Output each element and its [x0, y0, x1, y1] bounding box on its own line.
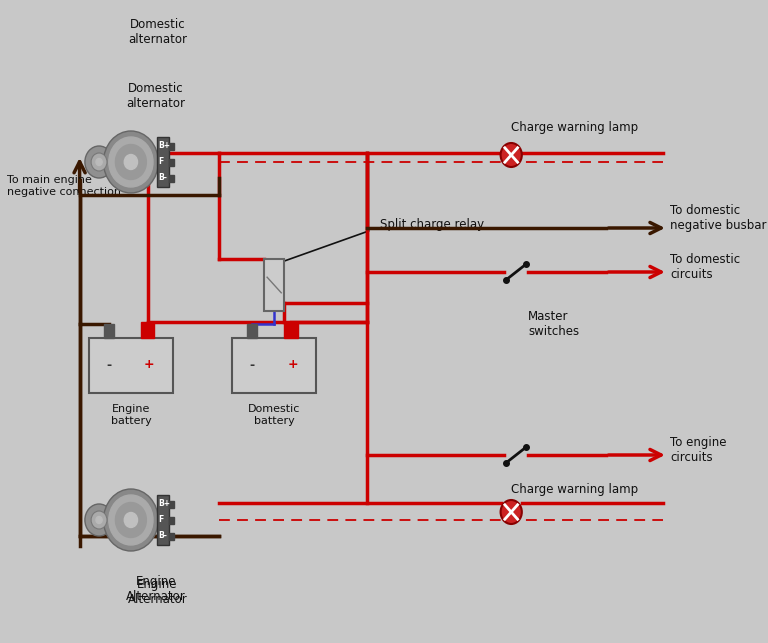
Bar — [232, 338, 316, 392]
Bar — [169, 159, 174, 165]
Text: Charge warning lamp: Charge warning lamp — [511, 484, 638, 496]
Circle shape — [501, 143, 521, 167]
Bar — [169, 516, 174, 523]
Text: +: + — [287, 359, 298, 372]
Text: To engine
circuits: To engine circuits — [670, 436, 727, 464]
Text: Master
switches: Master switches — [528, 310, 579, 338]
Text: B+: B+ — [157, 141, 170, 150]
Text: To domestic
negative busbar: To domestic negative busbar — [670, 204, 767, 232]
Bar — [264, 259, 284, 311]
Bar — [169, 143, 174, 150]
Circle shape — [96, 516, 102, 523]
Text: To main engine
negative connection: To main engine negative connection — [7, 175, 121, 197]
Text: +: + — [144, 359, 154, 372]
Text: Domestic
alternator: Domestic alternator — [128, 18, 187, 46]
Circle shape — [96, 159, 102, 165]
Circle shape — [85, 504, 113, 536]
Text: To domestic
circuits: To domestic circuits — [670, 253, 740, 281]
Text: B+: B+ — [157, 500, 170, 509]
Bar — [89, 338, 173, 392]
Text: F: F — [157, 516, 163, 525]
Circle shape — [104, 489, 158, 551]
Circle shape — [115, 502, 147, 538]
Text: Domestic
battery: Domestic battery — [248, 404, 300, 426]
Circle shape — [124, 154, 137, 170]
Bar — [284, 322, 298, 338]
Bar — [169, 500, 174, 507]
Bar — [104, 323, 114, 338]
Circle shape — [109, 137, 153, 187]
Bar — [169, 174, 174, 181]
Text: Engine
Alternator: Engine Alternator — [127, 578, 187, 606]
Circle shape — [115, 145, 147, 179]
Circle shape — [91, 511, 107, 529]
Text: Engine
battery: Engine battery — [111, 404, 151, 426]
Circle shape — [91, 153, 107, 171]
Bar — [169, 532, 174, 539]
Bar — [247, 323, 257, 338]
Circle shape — [109, 495, 153, 545]
Bar — [141, 322, 154, 338]
Text: F: F — [157, 158, 163, 167]
Circle shape — [85, 146, 113, 178]
Text: Engine
Alternator: Engine Alternator — [126, 575, 186, 603]
Circle shape — [104, 131, 158, 193]
Bar — [157, 137, 169, 187]
Circle shape — [124, 512, 137, 527]
Text: B-: B- — [157, 174, 167, 183]
Bar — [157, 495, 169, 545]
Text: -: - — [107, 359, 111, 372]
Text: Charge warning lamp: Charge warning lamp — [511, 122, 638, 134]
Text: Split charge relay: Split charge relay — [380, 218, 485, 231]
Text: Domestic
alternator: Domestic alternator — [126, 82, 185, 110]
Text: B-: B- — [157, 532, 167, 541]
Text: -: - — [250, 359, 255, 372]
Circle shape — [501, 500, 521, 524]
